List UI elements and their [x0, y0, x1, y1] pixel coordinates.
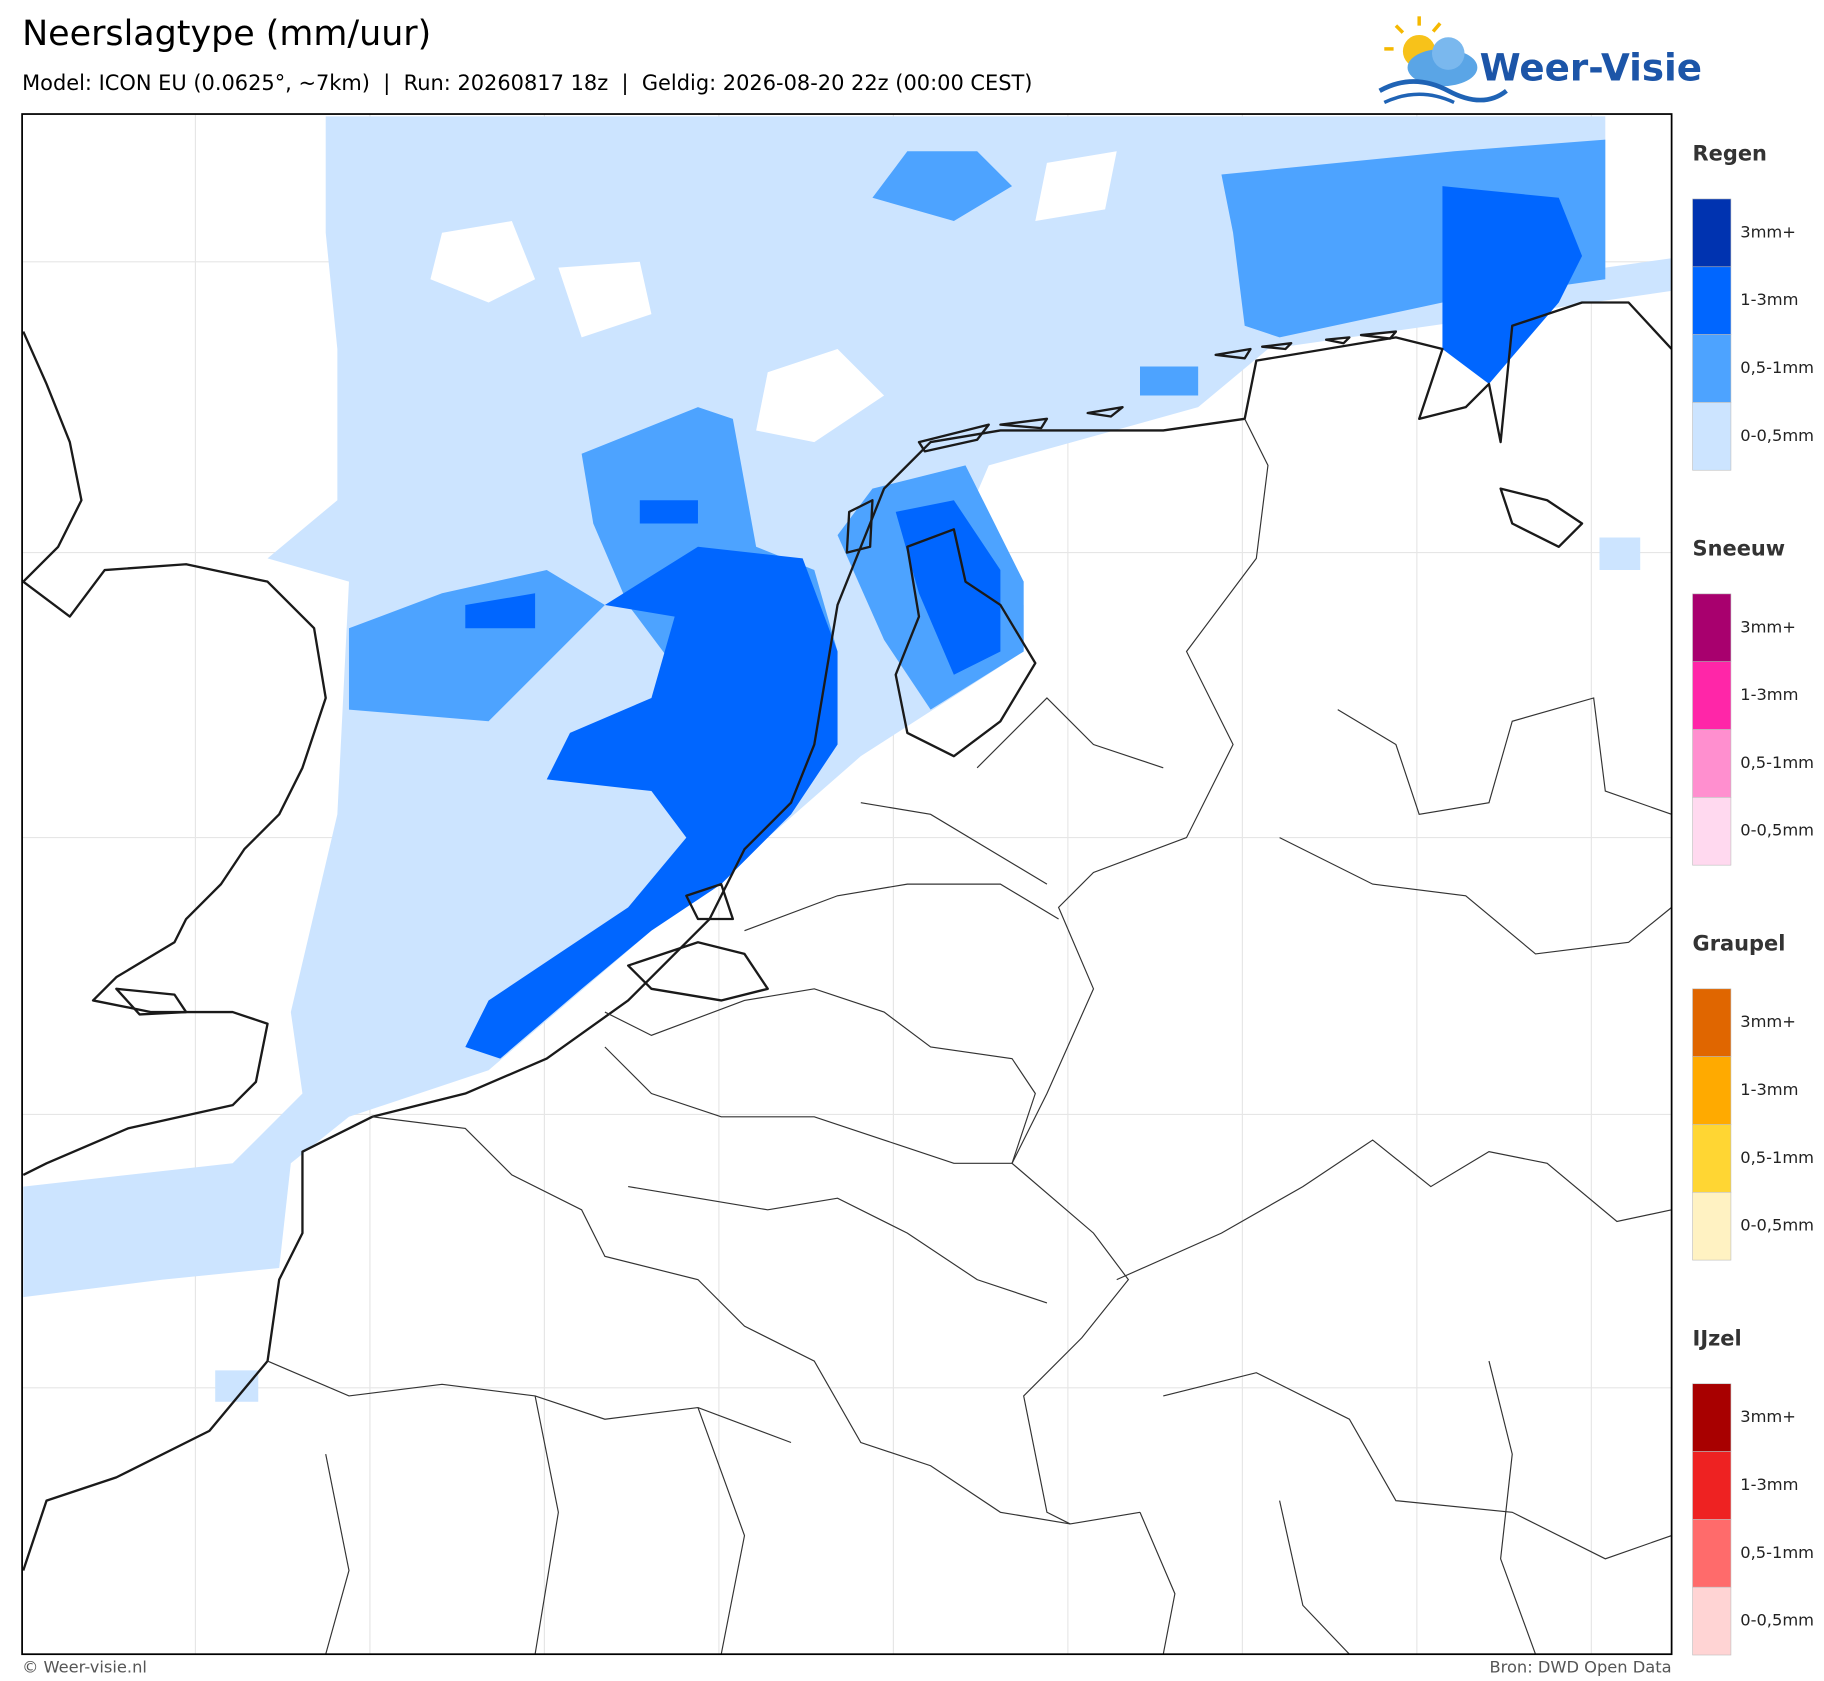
legend-label: 0-0,5mm: [1740, 1216, 1814, 1235]
legend-swatch: [1692, 661, 1732, 730]
legend-swatch: [1692, 1056, 1732, 1125]
map-frame: [21, 113, 1673, 1656]
legend-swatch: [1692, 729, 1732, 798]
legend-label: 3mm+: [1740, 1407, 1796, 1426]
legend-label: 1-3mm: [1740, 685, 1798, 704]
legend-label: 0-0,5mm: [1740, 1611, 1814, 1630]
legend-label: 0-0,5mm: [1740, 426, 1814, 445]
footer-credit: © Weer-visie.nl: [22, 1658, 147, 1677]
legend-label: 1-3mm: [1740, 290, 1798, 309]
legend-swatch: [1692, 988, 1732, 1057]
legend-group-title: IJzel: [1693, 1327, 1742, 1351]
legend-swatch: [1692, 797, 1732, 866]
map: [21, 113, 1673, 1656]
legend-swatch: [1692, 1519, 1732, 1588]
legend-label: 3mm+: [1740, 1012, 1796, 1031]
subtitle: Model: ICON EU (0.0625°, ~7km) | Run: 20…: [22, 71, 1032, 96]
legend-label: 3mm+: [1740, 617, 1796, 636]
precipitation: [23, 116, 1672, 1402]
legend-label: 1-3mm: [1740, 1080, 1798, 1099]
legend-label: 3mm+: [1740, 222, 1796, 241]
title: Neerslagtype (mm/uur): [22, 14, 431, 54]
footer-source: Bron: DWD Open Data: [1489, 1658, 1671, 1677]
legend-group-title: Sneeuw: [1693, 537, 1786, 561]
legend-swatch: [1692, 1383, 1732, 1452]
legend-label: 0-0,5mm: [1740, 821, 1814, 840]
legend-label: 0,5-1mm: [1740, 753, 1814, 772]
logo-text: Weer-Visie: [1480, 45, 1702, 89]
legend-swatch: [1692, 402, 1732, 471]
coastlines: [22, 301, 1673, 1571]
legend-group-title: Regen: [1693, 142, 1767, 166]
legend-swatch: [1692, 593, 1732, 662]
legend-swatch: [1692, 266, 1732, 335]
legend-swatch: [1692, 1451, 1732, 1520]
legend-label: 0,5-1mm: [1740, 1543, 1814, 1562]
legend-label: 1-3mm: [1740, 1475, 1798, 1494]
borders: [267, 418, 1672, 1655]
legend-swatch: [1692, 334, 1732, 403]
legend-swatch: [1692, 198, 1732, 268]
legend-label: 0,5-1mm: [1740, 358, 1814, 377]
legend-label: 0,5-1mm: [1740, 1148, 1814, 1167]
legend-swatch: [1692, 1191, 1732, 1261]
legend-swatch: [1692, 1586, 1732, 1656]
legend: Regen 3mm+ 1-3mm 0,5-1mm 0-0,5mm Sneeuw 3mm+ 1-…: [1692, 142, 1814, 1656]
legend-group-title: Graupel: [1693, 932, 1786, 956]
legend-swatch: [1692, 1124, 1732, 1193]
logo: Weer-Visie: [1378, 16, 1702, 104]
